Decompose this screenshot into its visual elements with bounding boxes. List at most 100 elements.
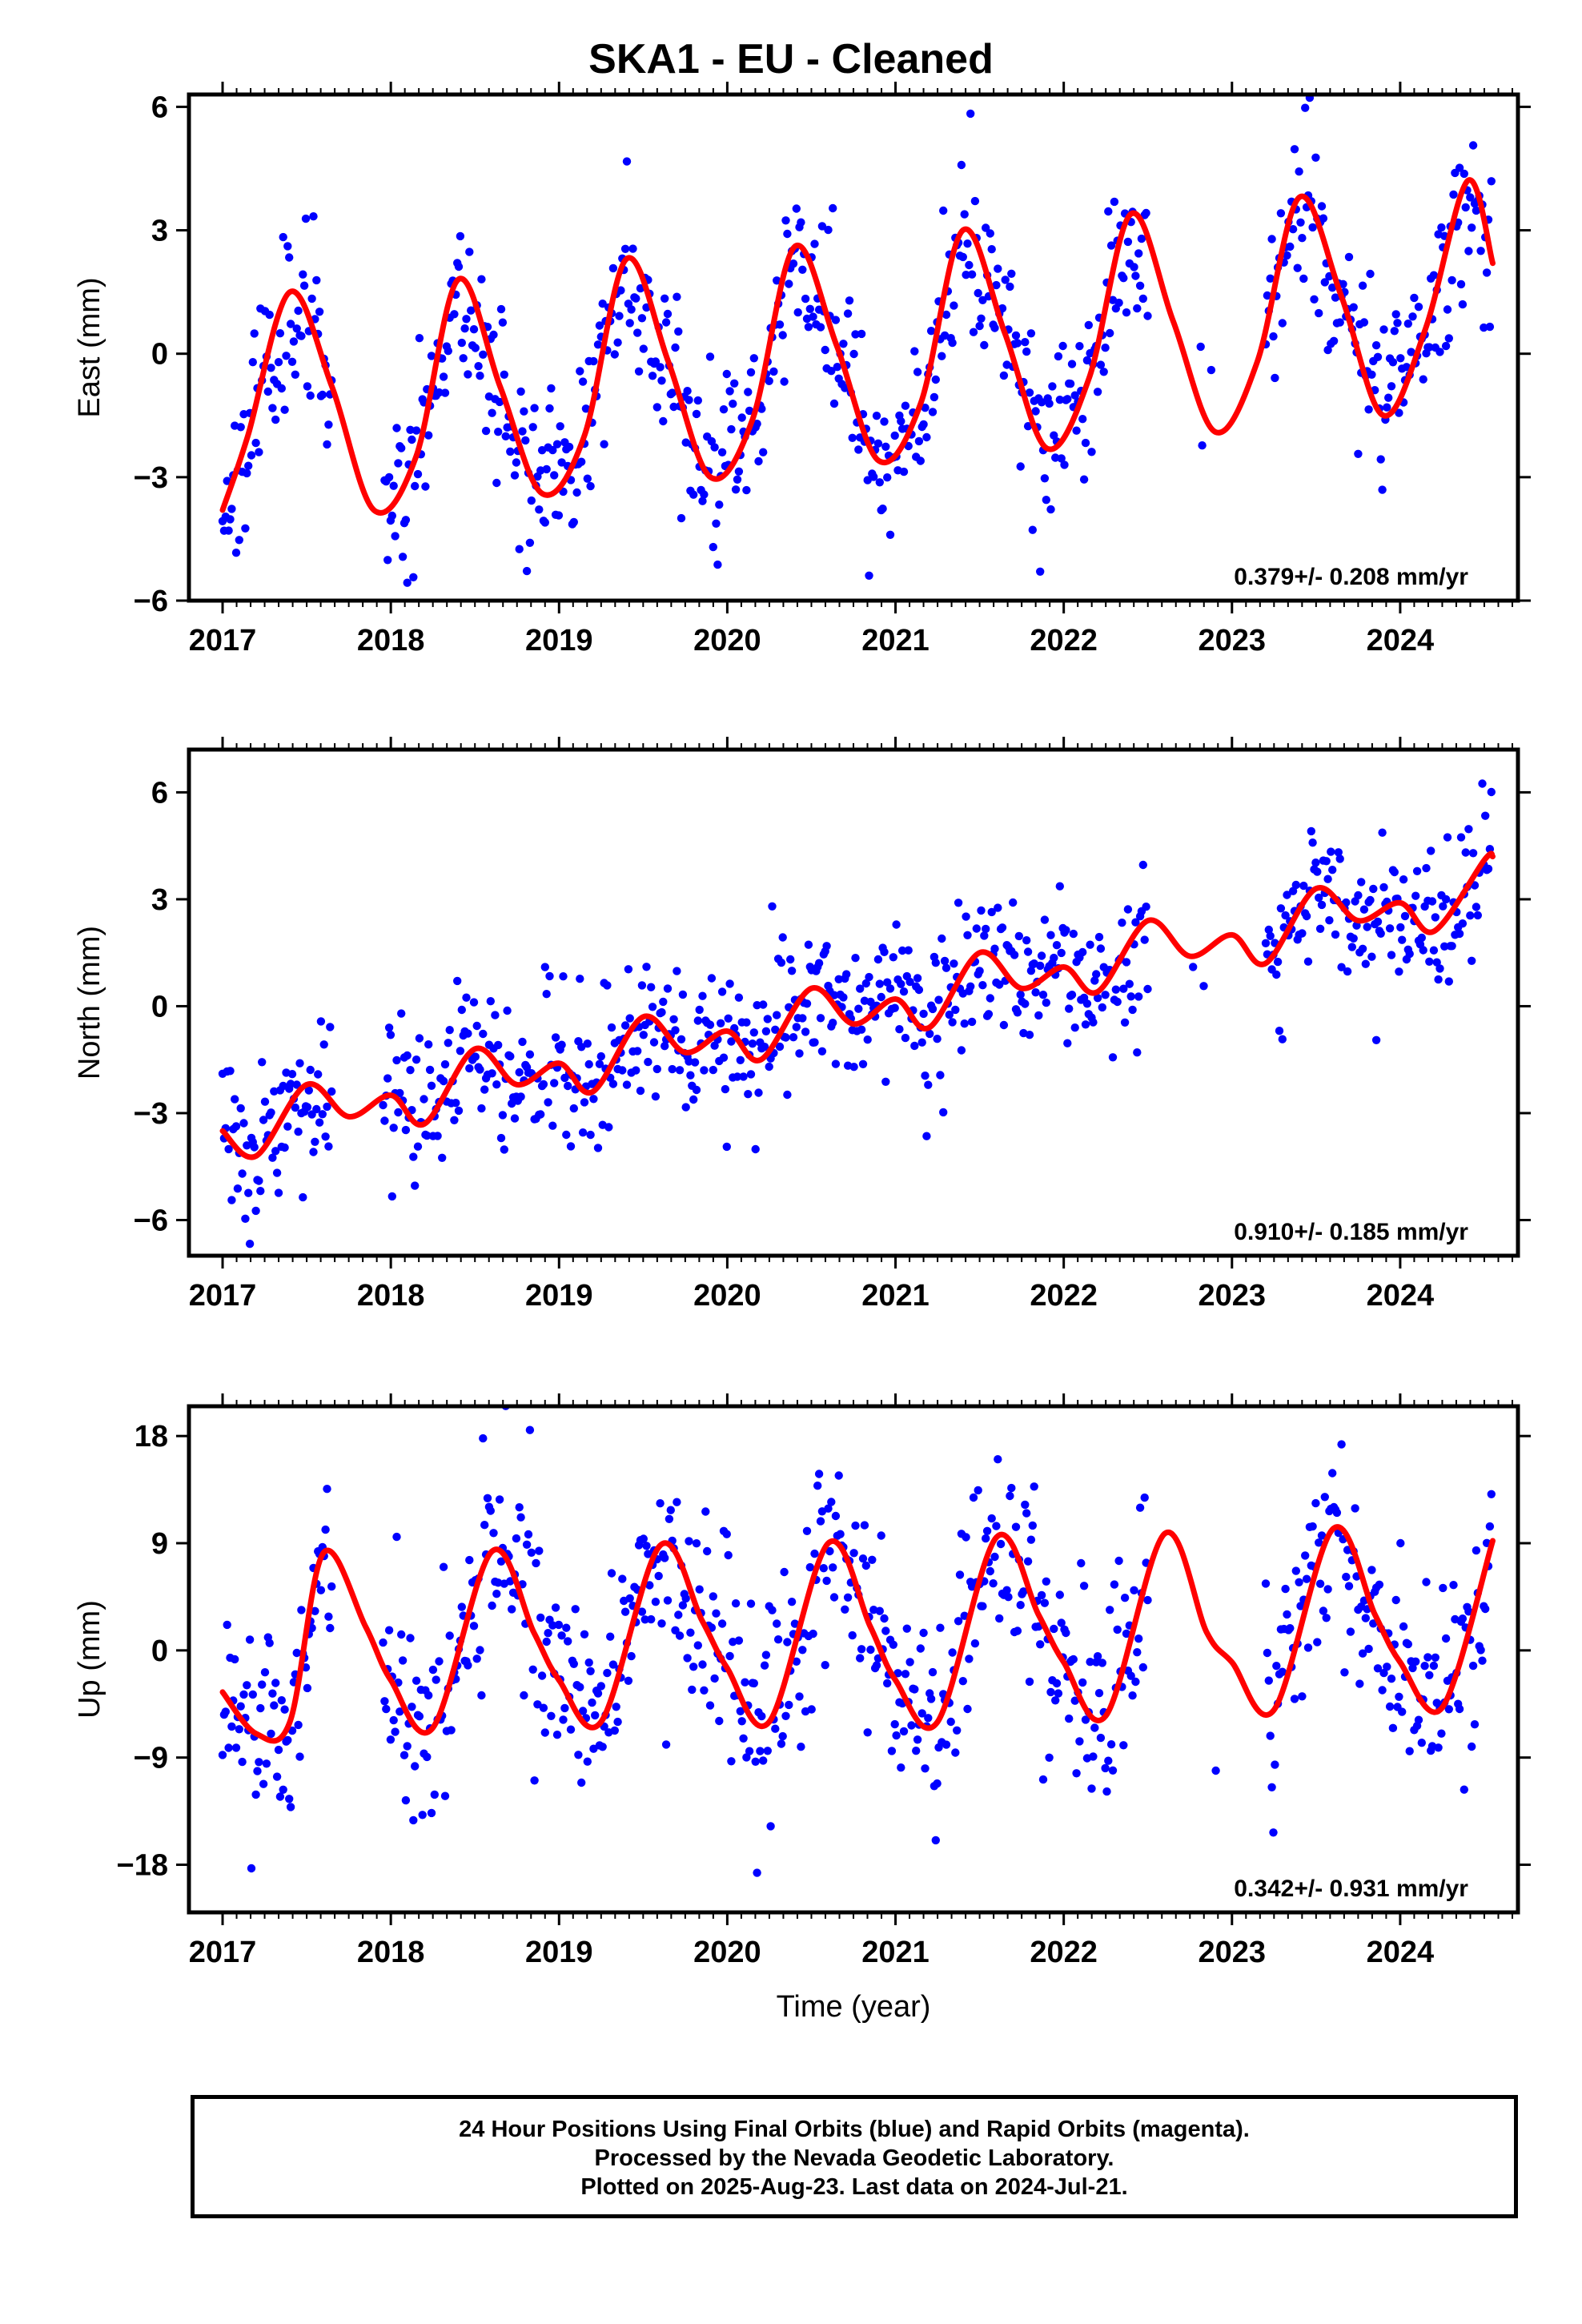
- data-point: [950, 301, 958, 310]
- data-point: [474, 362, 483, 371]
- data-point: [516, 1092, 525, 1101]
- data-point: [781, 216, 790, 225]
- data-point: [250, 1143, 259, 1152]
- data-point: [901, 1670, 910, 1679]
- data-point: [398, 1656, 408, 1665]
- data-point: [1366, 895, 1375, 905]
- data-point: [742, 1753, 751, 1762]
- data-point: [525, 1050, 535, 1059]
- data-point: [805, 304, 814, 313]
- data-point: [938, 352, 946, 360]
- data-point: [739, 1072, 748, 1081]
- data-point: [263, 387, 272, 396]
- data-point: [1332, 1508, 1342, 1518]
- data-point: [675, 1631, 685, 1640]
- data-point: [1323, 345, 1332, 355]
- data-point: [958, 252, 968, 262]
- data-point: [1106, 328, 1114, 338]
- data-point: [757, 1711, 766, 1721]
- data-point: [769, 367, 778, 376]
- data-point: [1281, 911, 1290, 920]
- data-point: [753, 1001, 761, 1010]
- data-point: [272, 1168, 282, 1177]
- data-point: [577, 457, 586, 466]
- data-point: [1423, 1653, 1432, 1662]
- data-point: [659, 416, 668, 426]
- data-point: [1408, 1663, 1417, 1673]
- data-point: [824, 1504, 833, 1513]
- data-point: [1302, 911, 1311, 921]
- data-point: [1478, 1656, 1487, 1665]
- data-point: [600, 440, 608, 448]
- data-point: [1276, 209, 1286, 218]
- data-point: [512, 458, 521, 467]
- data-point: [813, 1482, 822, 1490]
- data-point: [868, 1555, 877, 1565]
- data-point: [651, 1092, 661, 1101]
- x-tick-label: 2023: [1199, 1279, 1267, 1313]
- data-point: [477, 275, 486, 283]
- data-point: [1122, 308, 1131, 317]
- data-point: [389, 481, 398, 490]
- data-point: [1466, 911, 1475, 920]
- data-point: [984, 1010, 994, 1019]
- data-point: [897, 946, 907, 955]
- data-point: [1435, 964, 1444, 973]
- data-point: [566, 1142, 576, 1151]
- data-point: [797, 218, 805, 227]
- data-point: [990, 944, 999, 953]
- data-point: [593, 340, 603, 349]
- data-point: [1267, 1783, 1276, 1791]
- data-point: [297, 1606, 306, 1614]
- data-point: [283, 1122, 292, 1131]
- data-point: [1398, 935, 1407, 944]
- data-point: [1485, 322, 1495, 332]
- data-point: [467, 306, 476, 315]
- data-point: [251, 1206, 260, 1216]
- data-point: [1143, 1595, 1152, 1605]
- data-point: [1106, 1740, 1116, 1749]
- data-point: [651, 1598, 661, 1606]
- data-point: [1355, 1679, 1364, 1688]
- data-point: [469, 998, 479, 1007]
- data-point: [880, 947, 889, 957]
- data-point: [277, 384, 286, 393]
- data-point: [530, 404, 539, 412]
- data-point: [759, 1000, 768, 1009]
- data-point: [412, 426, 421, 435]
- data-point: [411, 1762, 420, 1771]
- data-point: [960, 210, 969, 219]
- data-point: [480, 1085, 489, 1094]
- data-point: [1323, 875, 1332, 883]
- data-point: [1022, 1509, 1031, 1518]
- data-point: [926, 1695, 936, 1703]
- data-point: [295, 1752, 304, 1761]
- data-point: [1062, 1628, 1070, 1638]
- data-point: [593, 1689, 603, 1698]
- data-point: [824, 225, 833, 235]
- data-point: [557, 458, 566, 467]
- data-point: [274, 1745, 283, 1755]
- data-point: [598, 1743, 607, 1751]
- data-point: [536, 1110, 545, 1119]
- data-point: [1051, 1696, 1060, 1705]
- data-point: [255, 1758, 263, 1767]
- data-point: [792, 1657, 801, 1666]
- data-point: [1034, 1011, 1043, 1020]
- data-point: [1440, 942, 1449, 951]
- data-point: [1369, 884, 1378, 894]
- x-axis-label: Time (year): [777, 1990, 931, 2024]
- data-point: [438, 1153, 447, 1163]
- data-point: [933, 1779, 942, 1788]
- data-point: [272, 1772, 282, 1781]
- data-point: [1069, 1655, 1078, 1664]
- y-tick-label: −6: [134, 1204, 168, 1237]
- y-tick-label: −9: [134, 1742, 168, 1775]
- data-point: [285, 253, 294, 262]
- data-point: [851, 1521, 860, 1530]
- data-point: [1361, 1614, 1371, 1622]
- data-point: [562, 1130, 571, 1140]
- data-point: [401, 1125, 411, 1135]
- data-point: [236, 1702, 245, 1711]
- data-point: [724, 1550, 733, 1560]
